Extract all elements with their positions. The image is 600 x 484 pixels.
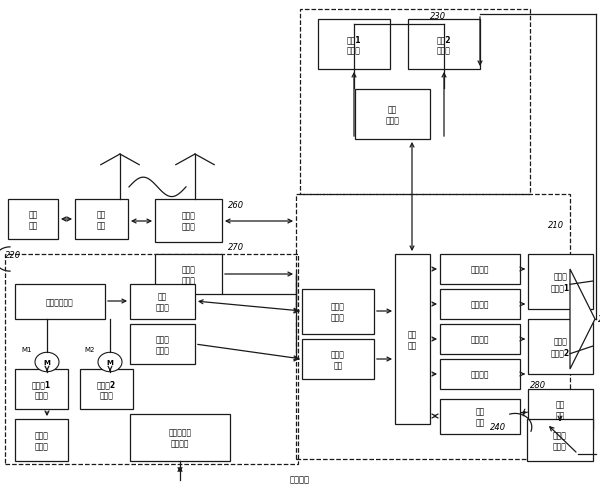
Text: 无线收
发模块: 无线收 发模块 [182,211,196,231]
Text: 通信
网络: 通信 网络 [97,210,106,229]
Text: 250: 250 [598,315,600,324]
Text: 方向轮
及传动: 方向轮 及传动 [35,430,49,450]
Bar [440,399,520,434]
Text: M: M [107,359,113,365]
Bar [440,359,520,389]
Text: 舵机2
及传动: 舵机2 及传动 [437,35,451,55]
Bar [155,255,222,294]
Bar [5,255,298,464]
Circle shape [98,352,122,372]
Circle shape [35,352,59,372]
Text: 头部
控制器: 头部 控制器 [386,105,400,125]
Bar [15,419,68,461]
Text: 智能
手机: 智能 手机 [28,210,38,229]
Text: 驱动轮2
及传动: 驱动轮2 及传动 [97,379,116,399]
Text: 人脸检测: 人脸检测 [471,265,489,274]
Text: 280: 280 [530,380,546,389]
Text: 语音采
集模块: 语音采 集模块 [182,264,196,285]
Text: 里程
信息: 里程 信息 [475,407,485,427]
Text: 240: 240 [490,422,506,431]
Bar [395,255,430,424]
Bar [296,195,570,459]
Bar [440,255,520,285]
Bar [528,389,593,429]
Text: 里程
测量: 里程 测量 [556,399,565,419]
Text: 障碍物
检测: 障碍物 检测 [331,349,345,369]
Text: 驱动轮1
及传动: 驱动轮1 及传动 [32,379,51,399]
Text: 260: 260 [228,200,244,210]
Bar [75,199,128,240]
Bar [408,20,480,70]
Text: 姿态
控制器: 姿态 控制器 [155,292,169,312]
Text: 视频采
集装置2: 视频采 集装置2 [551,337,570,357]
Bar [440,324,520,354]
Bar [527,419,593,461]
Text: 电量检测及
充电模块: 电量检测及 充电模块 [169,427,191,448]
Bar [15,285,105,319]
Text: 环境感知: 环境感知 [471,335,489,344]
Text: 超声波
传感器: 超声波 传感器 [155,334,169,354]
Bar [302,339,374,379]
Text: 电机驱动模块: 电机驱动模块 [46,297,74,306]
Text: 路径规
划模块: 路径规 划模块 [331,302,345,322]
Text: 视频采
集装置1: 视频采 集装置1 [551,272,570,292]
Bar [155,199,222,242]
Text: 人机交
互系统: 人机交 互系统 [553,430,567,450]
Bar [528,319,593,374]
Text: 220: 220 [5,251,21,259]
Bar [15,369,68,409]
Bar [130,285,195,319]
Bar [355,90,430,140]
Bar [130,414,230,461]
Bar [440,289,520,319]
Text: 270: 270 [228,242,244,252]
Text: 230: 230 [430,12,446,21]
Text: M2: M2 [85,347,95,352]
Text: 充电端子: 充电端子 [290,474,310,483]
Bar [318,20,390,70]
Bar [130,324,195,364]
Text: 情感识别: 情感识别 [471,300,489,309]
Bar [302,289,374,334]
Text: M: M [44,359,50,365]
Bar [80,369,133,409]
Bar [8,199,58,240]
Text: M1: M1 [22,347,32,352]
Text: 舵机1
及传动: 舵机1 及传动 [347,35,361,55]
Bar [300,10,530,195]
Text: 210: 210 [548,221,564,229]
Text: 异常检测: 异常检测 [471,370,489,378]
Polygon shape [570,270,595,369]
Text: 信息
融合: 信息 融合 [408,329,417,349]
Bar [528,255,593,309]
